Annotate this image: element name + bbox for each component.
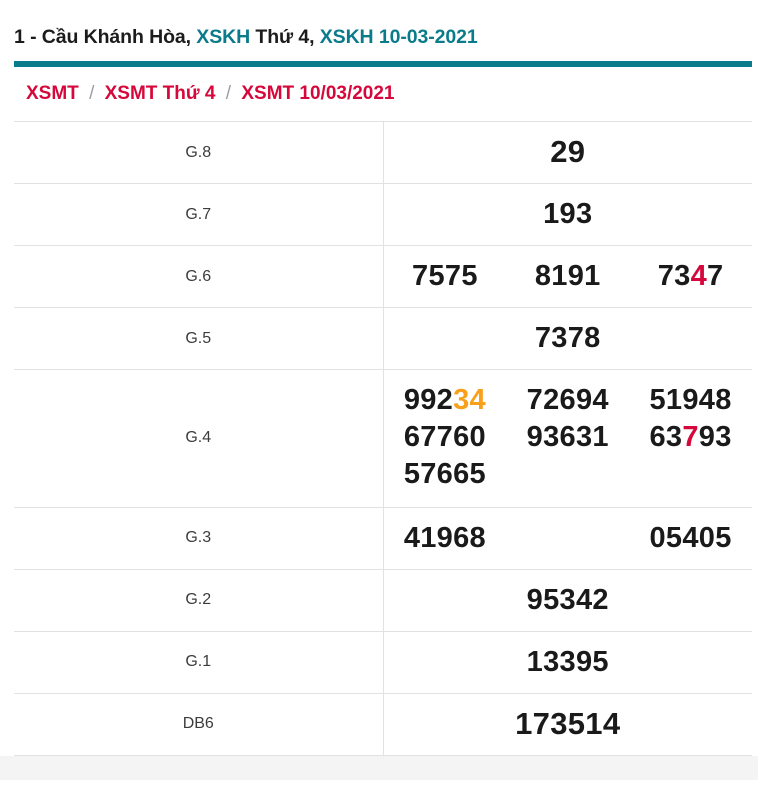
table-row: G.2 95342 (14, 568, 753, 632)
lottery-results-table: XSMT / XSMT Thứ 4 / XSMT 10/03/2021 G.8 … (14, 67, 752, 756)
value-segment: 73 (657, 260, 691, 293)
highlighted-digits: 34 (453, 384, 486, 416)
result-value: 95342 (526, 584, 609, 617)
result-value: 7378 (534, 322, 601, 355)
result-value: 57665 (403, 458, 486, 491)
result-value: 13395 (526, 646, 609, 679)
value-line: 173514 (384, 706, 753, 743)
prize-values: 7378 (383, 307, 753, 370)
result-value: 29 (550, 134, 586, 170)
table-row: G.1 13395 (14, 630, 753, 694)
value-line: 29 (384, 134, 753, 171)
value-line: 99234 72694 51948 (384, 383, 753, 417)
result-value: 8191 (534, 260, 601, 293)
table-row: DB6 173514 (14, 692, 753, 756)
result-value: 41968 (403, 522, 486, 555)
prize-label: G.6 (14, 245, 384, 308)
result-value: 63793 (629, 420, 752, 454)
teal-divider-bar (14, 61, 752, 67)
value-line: 95342 (384, 583, 753, 617)
table-row: G.4 99234 72694 51948 67760 93631 63793 57665 (14, 369, 753, 508)
prize-label: G.7 (14, 183, 384, 246)
value-line: 7378 (384, 321, 753, 355)
prize-values: 173514 (383, 692, 753, 756)
table-row: G.7 193 (14, 183, 753, 246)
prize-label: G.5 (14, 307, 384, 370)
stacked-values: 99234 72694 51948 67760 93631 63793 57665 (384, 370, 753, 507)
prize-label: G.1 (14, 630, 384, 694)
result-value (629, 134, 752, 171)
result-value: 67760 (403, 421, 486, 454)
result-value: 7347 (629, 259, 752, 293)
page-title-prefix: 1 - Cầu Khánh Hòa, (14, 26, 191, 48)
page-title-link-date[interactable]: XSKH 10-03-2021 (319, 26, 478, 48)
prize-label: DB6 (14, 692, 384, 756)
value-line: 57665 (384, 457, 753, 491)
highlighted-digits: 7 (682, 421, 699, 454)
breadcrumb-item-xsmt[interactable]: XSMT (26, 83, 79, 104)
value-segment: 93 (698, 421, 732, 454)
value-line: 7575 8191 7347 (384, 259, 753, 293)
prize-label: G.3 (14, 506, 384, 570)
result-value: 173514 (515, 705, 621, 741)
result-value: 05405 (649, 522, 732, 555)
prize-label: G.8 (14, 121, 384, 184)
result-value: 7575 (412, 260, 478, 293)
value-line: 41968 05405 (384, 521, 753, 555)
result-value (629, 457, 752, 491)
result-value (384, 321, 507, 355)
result-value (629, 645, 752, 679)
results-rows-body: G.8 29 G.7 193 G.6 7575 8191 7347 G.5 7378 G… (14, 121, 753, 756)
table-row: G.3 41968 05405 (14, 506, 753, 570)
prize-values: 193 (383, 183, 753, 246)
result-value (384, 645, 507, 679)
value-segment: 7 (707, 260, 724, 293)
value-line: 13395 (384, 645, 753, 679)
result-value (629, 321, 752, 355)
result-value (506, 521, 629, 555)
prize-label: G.2 (14, 568, 384, 632)
result-value (506, 457, 629, 491)
result-value (629, 706, 752, 743)
breadcrumb-item-date[interactable]: XSMT 10/03/2021 (241, 83, 395, 104)
highlighted-digits: 4 (690, 260, 707, 293)
table-row: G.5 7378 (14, 307, 753, 370)
prize-label: G.4 (14, 369, 384, 508)
result-value: 51948 (649, 384, 732, 416)
breadcrumb: XSMT / XSMT Thứ 4 / XSMT 10/03/2021 (14, 67, 752, 122)
table-row: G.6 7575 8191 7347 (14, 245, 753, 308)
prize-values: 41968 05405 (383, 506, 753, 570)
prize-values: 29 (383, 121, 753, 184)
value-segment: 63 (649, 421, 683, 454)
breadcrumb-separator-1: / (89, 83, 95, 104)
table-row: G.8 29 (14, 121, 753, 184)
value-line: 193 (384, 197, 753, 231)
breadcrumb-item-weekday[interactable]: XSMT Thứ 4 (104, 83, 216, 104)
result-value: 72694 (526, 384, 609, 416)
value-segment: 992 (403, 384, 454, 416)
result-value: 99234 (384, 383, 507, 417)
breadcrumb-row: XSMT / XSMT Thứ 4 / XSMT 10/03/2021 (14, 67, 752, 122)
prize-values: 13395 (383, 630, 753, 694)
result-value (629, 197, 752, 231)
page-title-link-xskh[interactable]: XSKH (196, 26, 251, 48)
result-value (629, 583, 752, 617)
breadcrumb-separator-2: / (225, 83, 232, 104)
value-line: 67760 93631 63793 (384, 420, 753, 454)
prize-values: 95342 (383, 568, 753, 632)
result-value (384, 134, 507, 171)
result-value: 93631 (526, 421, 609, 454)
result-value (384, 583, 507, 617)
footer-strip (0, 755, 758, 780)
page-title-weekday: Thứ 4, (255, 26, 315, 48)
result-value: 193 (543, 198, 593, 231)
result-value (384, 706, 507, 743)
prize-values: 99234 72694 51948 67760 93631 63793 57665 (383, 369, 753, 508)
page-title: 1 - Cầu Khánh Hòa, XSKH Thứ 4, XSKH 10-0… (0, 0, 758, 49)
prize-values: 7575 8191 7347 (383, 245, 753, 308)
result-value (384, 197, 507, 231)
